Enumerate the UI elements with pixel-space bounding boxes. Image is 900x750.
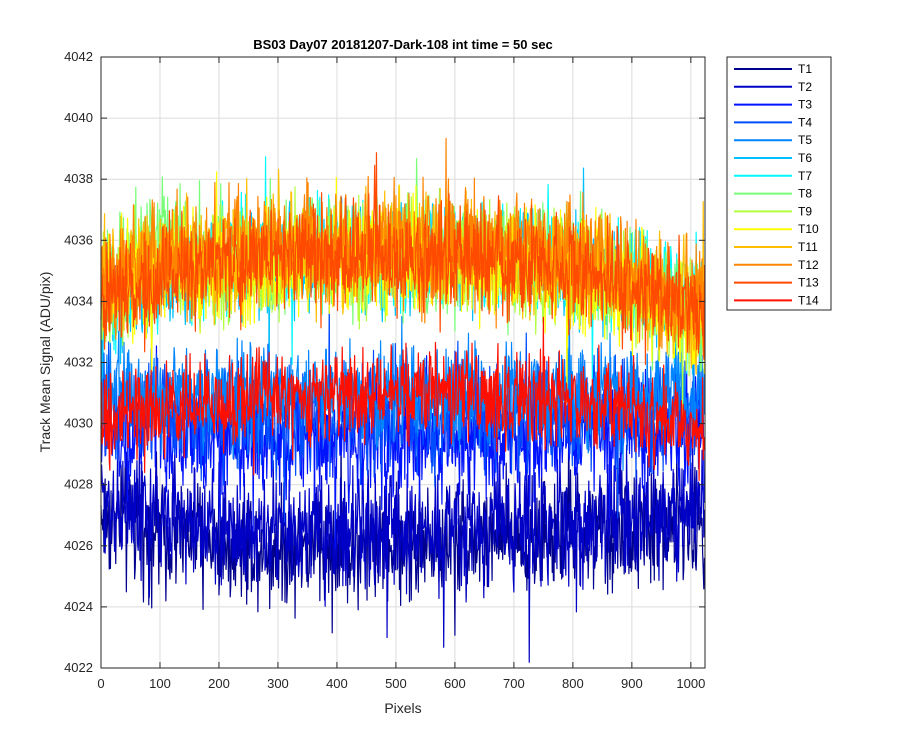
x-tick-label: 900: [621, 676, 643, 691]
x-tick-label: 300: [267, 676, 289, 691]
legend-label-t2: T2: [798, 80, 812, 94]
x-tick-label: 500: [385, 676, 407, 691]
x-tick-label: 600: [444, 676, 466, 691]
y-tick-label: 4028: [64, 477, 93, 492]
y-tick-label: 4032: [64, 355, 93, 370]
legend-label-t1: T1: [798, 62, 812, 76]
legend-label-t6: T6: [798, 151, 812, 165]
x-tick-label: 800: [562, 676, 584, 691]
legend-label-t12: T12: [798, 258, 819, 272]
y-tick-label: 4034: [64, 293, 93, 308]
chart-title: BS03 Day07 20181207-Dark-108 int time = …: [253, 37, 553, 52]
x-axis-label: Pixels: [384, 700, 421, 716]
legend-label-t13: T13: [798, 276, 819, 290]
legend-label-t3: T3: [798, 98, 812, 112]
x-tick-label: 100: [149, 676, 171, 691]
series-line-t13: [100, 152, 706, 365]
series-line-t2: [100, 435, 706, 663]
series-line-t14: [100, 316, 706, 482]
legend-label-t11: T11: [798, 240, 818, 254]
y-tick-label: 4040: [64, 110, 93, 125]
y-tick-label: 4038: [64, 171, 93, 186]
y-tick-label: 4030: [64, 416, 93, 431]
series-layer: [100, 137, 706, 663]
y-tick-label: 4026: [64, 538, 93, 553]
x-tick-label: 400: [326, 676, 348, 691]
axis-ticks: 0 100 200 300 400 500 600 700 800 900 1000 4022 4024…: [64, 49, 705, 691]
y-axis-label: Track Mean Signal (ADU/pix): [37, 272, 53, 453]
legend-label-t4: T4: [798, 115, 812, 129]
legend-label-t14: T14: [798, 293, 819, 307]
x-tick-label: 700: [503, 676, 525, 691]
y-tick-label: 4022: [64, 660, 93, 675]
legend-label-t10: T10: [798, 222, 819, 236]
legend: T1 T2 T3 T4 T5 T6 T7 T8 T9 T10 T11 T12 T13 T14: [726, 56, 832, 311]
legend-label-t5: T5: [798, 133, 812, 147]
y-tick-label: 4036: [64, 232, 93, 247]
legend-label-t8: T8: [798, 187, 812, 201]
y-tick-label: 4024: [64, 599, 93, 614]
legend-label-t7: T7: [798, 169, 812, 183]
series-line-t5: [100, 290, 706, 471]
legend-box: [726, 56, 832, 311]
y-tick-label: 4042: [64, 49, 93, 64]
x-tick-label: 1000: [676, 676, 705, 691]
x-tick-label: 0: [97, 676, 104, 691]
x-tick-label: 200: [208, 676, 230, 691]
legend-label-t9: T9: [798, 204, 812, 218]
